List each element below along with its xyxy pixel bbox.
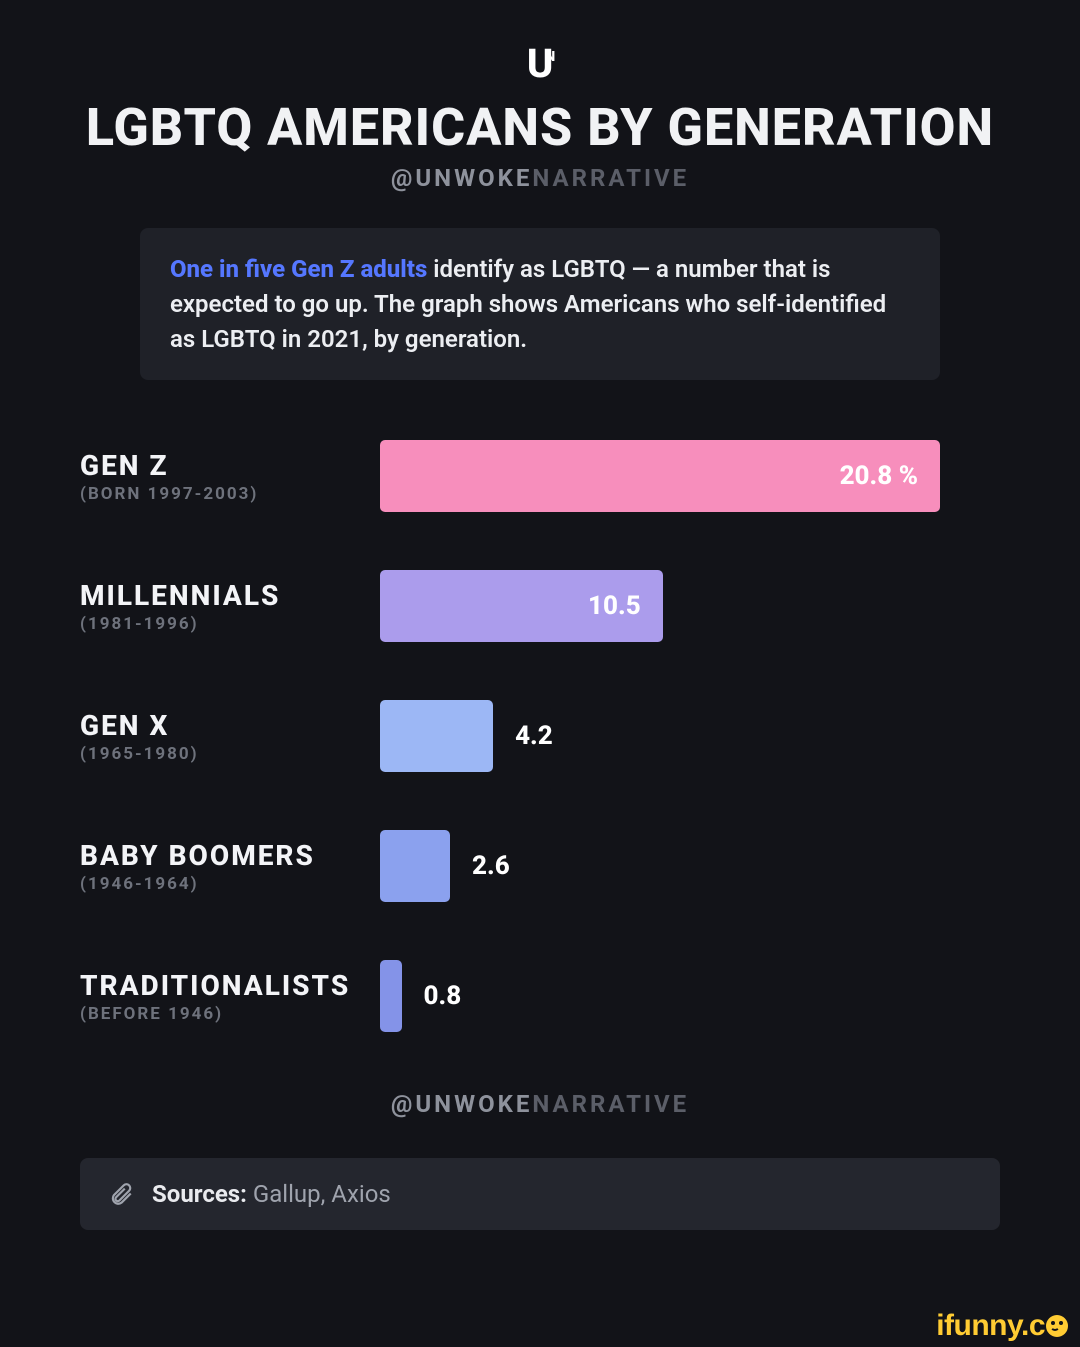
generation-name: BABY BOOMERS — [80, 839, 380, 872]
label-col: GEN X(1965-1980) — [80, 709, 380, 764]
handle-bottom: @UNWOKENARRATIVE — [70, 1090, 1010, 1118]
label-col: TRADITIONALISTS(BEFORE 1946) — [80, 969, 380, 1024]
handle-bottom-light: NARRATIVE — [532, 1090, 689, 1118]
bar — [380, 830, 450, 902]
sources-text-wrap: Sources: Gallup, Axios — [152, 1180, 391, 1208]
generation-name: GEN Z — [80, 449, 380, 482]
watermark-smile-icon — [1046, 1315, 1068, 1337]
sources-label: Sources: — [152, 1180, 247, 1208]
bar-col: 20.8 % — [380, 440, 1000, 512]
handle-bottom-bold: @UNWOKE — [391, 1090, 533, 1118]
bar — [380, 960, 402, 1032]
bar: 10.5 — [380, 570, 663, 642]
chart-row: BABY BOOMERS(1946-1964) 2.6 — [80, 830, 1000, 902]
chart-row: GEN Z(BORN 1997-2003)20.8 % — [80, 440, 1000, 512]
chart-row: TRADITIONALISTS(BEFORE 1946) 0.8 — [80, 960, 1000, 1032]
logo: UN — [70, 40, 1010, 87]
bar-col: 2.6 — [380, 830, 1000, 902]
sources-text: Gallup, Axios — [253, 1180, 391, 1208]
watermark-dot: . — [1021, 1309, 1029, 1342]
generation-name: MILLENNIALS — [80, 579, 380, 612]
chart-row: GEN X(1965-1980) 4.2 — [80, 700, 1000, 772]
generation-range: (BEFORE 1946) — [80, 1004, 380, 1024]
page-title: LGBTQ AMERICANS BY GENERATION — [70, 97, 1010, 158]
bar-col: 0.8 — [380, 960, 1000, 1032]
label-col: BABY BOOMERS(1946-1964) — [80, 839, 380, 894]
handle-light: NARRATIVE — [532, 164, 689, 192]
bar-chart: GEN Z(BORN 1997-2003)20.8 %MILLENNIALS(1… — [80, 440, 1000, 1032]
generation-range: (1981-1996) — [80, 614, 380, 634]
bar: 20.8 % — [380, 440, 940, 512]
generation-name: TRADITIONALISTS — [80, 969, 380, 1002]
bar-value: 4.2 — [515, 721, 553, 751]
bar-col: 4.2 — [380, 700, 1000, 772]
paperclip-icon — [108, 1181, 134, 1207]
bar-value: 0.8 — [424, 981, 462, 1011]
handle-top: @UNWOKENARRATIVE — [70, 164, 1010, 192]
watermark-co: c — [1029, 1309, 1045, 1342]
label-col: GEN Z(BORN 1997-2003) — [80, 449, 380, 504]
logo-sup: N — [545, 49, 553, 65]
bar-value: 2.6 — [472, 851, 510, 881]
generation-name: GEN X — [80, 709, 380, 742]
generation-range: (1946-1964) — [80, 874, 380, 894]
subtitle-highlight: One in five Gen Z adults — [170, 255, 427, 283]
watermark: ifunny.c — [936, 1309, 1068, 1343]
bar-col: 10.5 — [380, 570, 1000, 642]
watermark-main: ifunny — [936, 1309, 1021, 1342]
generation-range: (BORN 1997-2003) — [80, 484, 380, 504]
bar — [380, 700, 493, 772]
generation-range: (1965-1980) — [80, 744, 380, 764]
subtitle-box: One in five Gen Z adults identify as LGB… — [140, 228, 940, 380]
label-col: MILLENNIALS(1981-1996) — [80, 579, 380, 634]
sources-box: Sources: Gallup, Axios — [80, 1158, 1000, 1230]
chart-row: MILLENNIALS(1981-1996)10.5 — [80, 570, 1000, 642]
handle-bold: @UNWOKE — [391, 164, 533, 192]
